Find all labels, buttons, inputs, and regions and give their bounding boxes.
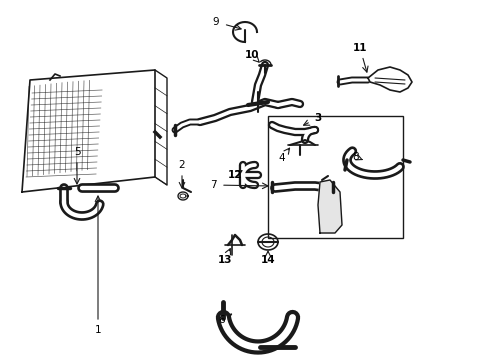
Text: 5: 5 [74, 147, 80, 157]
Text: 9: 9 [213, 17, 220, 27]
Text: 8: 8 [353, 152, 359, 162]
Text: 11: 11 [353, 43, 367, 53]
Text: 13: 13 [218, 255, 232, 265]
Text: 4: 4 [279, 153, 285, 163]
Polygon shape [368, 67, 412, 92]
Polygon shape [318, 180, 342, 233]
Text: 6: 6 [219, 315, 225, 325]
Text: 7: 7 [210, 180, 216, 190]
Text: 14: 14 [261, 255, 275, 265]
Bar [268, 116, 403, 238]
Text: 10: 10 [245, 50, 259, 60]
Text: 3: 3 [315, 113, 321, 123]
Text: 1: 1 [95, 325, 101, 335]
Text: 12: 12 [228, 170, 242, 180]
Text: 2: 2 [179, 160, 185, 170]
